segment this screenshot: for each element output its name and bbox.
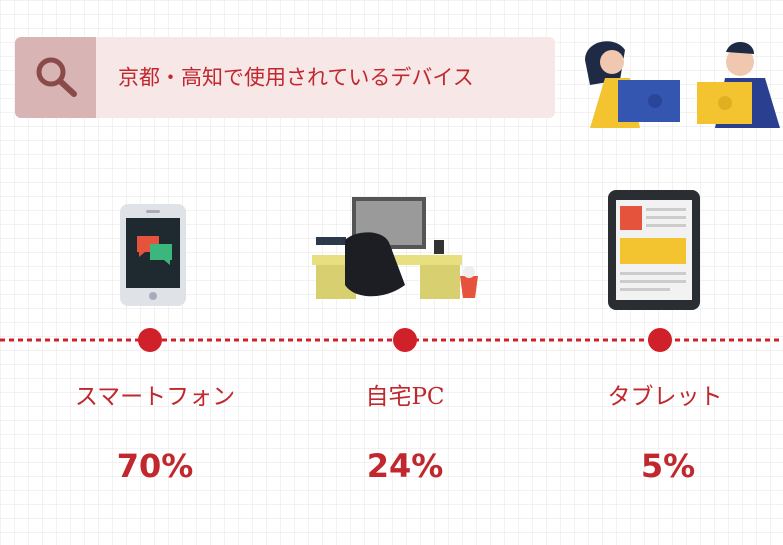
device-label: タブレット — [608, 384, 723, 410]
marker — [648, 328, 672, 352]
title: 京都・高知で使用されているデバイス — [118, 66, 474, 90]
page: 京都・高知で使用されているデバイス — [0, 0, 783, 545]
marker — [138, 328, 162, 352]
device-share: 5% — [641, 447, 695, 485]
device-share: 70% — [117, 447, 194, 485]
phone-icon — [120, 204, 186, 306]
tablet-icon — [608, 190, 700, 310]
device-label: スマートフォン — [75, 384, 235, 410]
search-bar: 京都・高知で使用されているデバイス — [15, 37, 555, 118]
marker — [393, 328, 417, 352]
device-share: 24% — [367, 447, 444, 485]
device-label: 自宅PC — [365, 384, 444, 410]
